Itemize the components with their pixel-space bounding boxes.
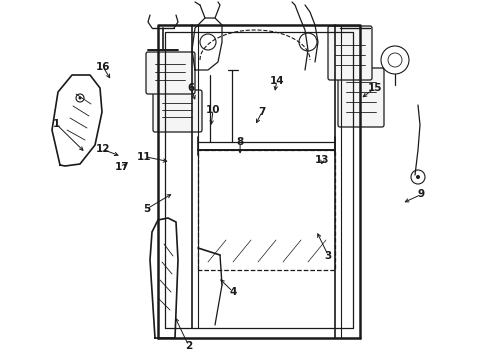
Text: 4: 4 <box>229 287 237 297</box>
FancyBboxPatch shape <box>146 52 195 94</box>
Text: 2: 2 <box>185 341 192 351</box>
FancyBboxPatch shape <box>328 26 372 80</box>
Text: 6: 6 <box>188 83 195 93</box>
Text: 9: 9 <box>418 189 425 199</box>
Text: 15: 15 <box>368 83 382 93</box>
Text: 12: 12 <box>96 144 110 154</box>
Text: 3: 3 <box>325 251 332 261</box>
Text: 8: 8 <box>237 137 244 147</box>
Text: 14: 14 <box>270 76 284 86</box>
Text: 17: 17 <box>115 162 130 172</box>
Circle shape <box>78 96 81 99</box>
Text: 5: 5 <box>144 204 150 214</box>
FancyBboxPatch shape <box>338 68 384 127</box>
Text: 1: 1 <box>53 119 60 129</box>
Text: 11: 11 <box>137 152 152 162</box>
Text: 7: 7 <box>258 107 266 117</box>
FancyBboxPatch shape <box>153 90 202 132</box>
Circle shape <box>76 94 84 102</box>
Text: 16: 16 <box>96 62 110 72</box>
Circle shape <box>416 175 420 179</box>
Text: 13: 13 <box>315 155 330 165</box>
Text: 10: 10 <box>206 105 220 115</box>
